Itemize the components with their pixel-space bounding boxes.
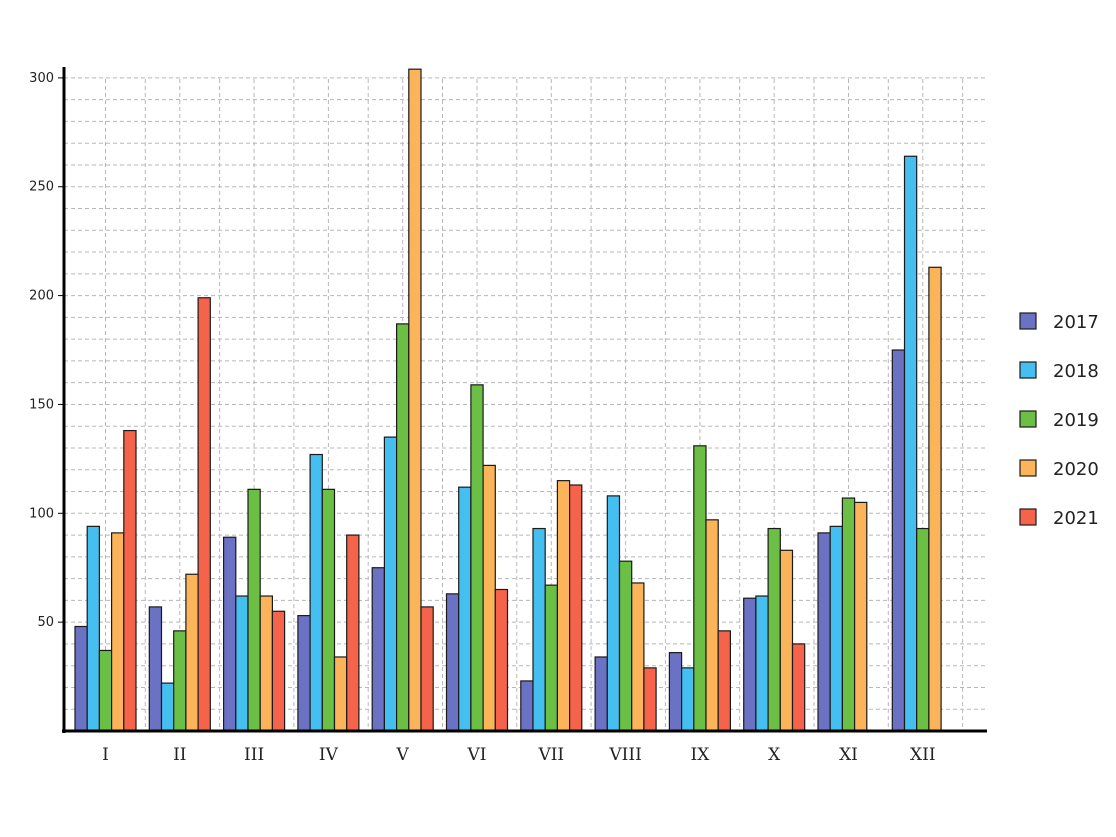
bar-2020-XI <box>853 501 868 732</box>
bar-2017-IV <box>297 615 311 732</box>
bar-2019-III <box>247 488 261 732</box>
bar-2017-X <box>743 597 757 732</box>
bar-2021-I <box>123 429 137 732</box>
legend-swatch-2021 <box>1019 508 1037 526</box>
legend-swatch-2017 <box>1019 312 1037 330</box>
bar-2019-V <box>396 323 410 732</box>
y-axis-tick-labels: 50 100 150 200 250 300 <box>29 71 64 630</box>
x-tick-label: VIII <box>608 745 641 765</box>
bar-2020-II <box>185 573 199 732</box>
y-tick-label: 150 <box>29 397 54 412</box>
bar-2019-VIII <box>618 560 633 732</box>
legend-label-2019: 2019 <box>1053 410 1099 431</box>
legend-swatch-2020 <box>1019 459 1037 477</box>
legend: 2017 2018 2019 2020 2021 <box>1019 312 1099 529</box>
x-tick-label: V <box>396 745 410 765</box>
legend-label-2021: 2021 <box>1053 508 1099 529</box>
legend-label-2020: 2020 <box>1053 459 1099 480</box>
x-tick-label: IX <box>690 745 710 765</box>
x-tick-label: VI <box>467 745 487 765</box>
x-tick-label: I <box>102 745 109 765</box>
bar-2017-VII <box>520 680 534 732</box>
bar-2020-IX <box>705 519 719 732</box>
bar-2020-VII <box>556 480 571 732</box>
legend-label-2017: 2017 <box>1053 312 1099 333</box>
bar-2019-IV <box>321 488 336 732</box>
x-tick-label: XI <box>839 745 858 765</box>
bar-2020-V <box>408 68 422 732</box>
bar-2018-I <box>86 525 100 732</box>
bar-2017-XII <box>891 349 906 732</box>
y-tick-label: 300 <box>29 71 54 86</box>
x-tick-label: IV <box>319 745 339 765</box>
bar-2018-IV <box>309 453 323 732</box>
bar-2017-VI <box>445 593 460 732</box>
bar-2019-XI <box>841 497 856 732</box>
legend-swatch-2018 <box>1019 361 1037 379</box>
bar-2021-V <box>420 606 434 732</box>
bar-2020-III <box>259 595 274 732</box>
bar-2018-VI <box>458 486 472 732</box>
bar-2021-IX <box>717 630 732 732</box>
bars <box>74 68 942 732</box>
bar-2017-I <box>74 625 88 732</box>
bar-2019-IX <box>693 445 707 732</box>
bar-2019-II <box>173 630 187 732</box>
bar-2021-VI <box>494 588 509 732</box>
x-axis-tick-labels: I II III IV V VI VII VIII IX X XI XII <box>102 745 935 765</box>
bar-2020-VIII <box>631 582 645 732</box>
bar-2021-II <box>197 297 211 732</box>
bar-2017-XI <box>817 532 831 732</box>
x-tick-label: III <box>244 745 264 765</box>
bar-2019-XII <box>916 527 930 732</box>
bar-2018-XI <box>829 525 844 732</box>
bar-2019-VII <box>544 584 559 732</box>
bar-2019-I <box>98 649 113 732</box>
bar-2021-VIII <box>643 667 657 732</box>
bar-2018-XII <box>903 155 918 732</box>
y-tick-label: 100 <box>29 506 54 521</box>
bar-2019-X <box>767 527 781 732</box>
bar-2018-IX <box>680 667 695 732</box>
bar-2021-VII <box>568 484 583 732</box>
bar-2018-III <box>235 595 249 732</box>
bar-2017-V <box>371 567 386 732</box>
bar-2018-II <box>160 682 175 732</box>
x-tick-label: X <box>768 745 781 765</box>
bar-2021-X <box>791 643 806 732</box>
bar-2017-IX <box>668 652 683 732</box>
bar-2018-VII <box>532 527 546 732</box>
bar-2018-X <box>755 595 769 732</box>
bar-2018-V <box>383 436 398 732</box>
bar-2017-VIII <box>594 656 608 732</box>
bar-2019-VI <box>470 384 484 732</box>
bar-2017-III <box>223 536 237 732</box>
bar-2021-III <box>271 610 286 732</box>
bar-2020-XII <box>928 266 942 732</box>
grid <box>64 77 987 731</box>
bar-2020-X <box>779 549 794 732</box>
bar-2020-I <box>110 532 125 732</box>
x-tick-label: VII <box>537 745 564 765</box>
y-tick-label: 200 <box>29 289 54 304</box>
y-tick-label: 250 <box>29 180 54 195</box>
x-tick-label: II <box>173 745 186 765</box>
y-tick-label: 50 <box>37 615 54 630</box>
bar-2021-IV <box>346 534 360 732</box>
legend-swatch-2019 <box>1019 410 1037 428</box>
x-tick-label: XII <box>910 745 936 765</box>
bar-2017-II <box>148 606 163 732</box>
legend-label-2018: 2018 <box>1053 361 1099 382</box>
bar-2020-IV <box>333 656 348 732</box>
bar-2020-VI <box>482 464 496 732</box>
bar-2018-VIII <box>606 495 621 732</box>
